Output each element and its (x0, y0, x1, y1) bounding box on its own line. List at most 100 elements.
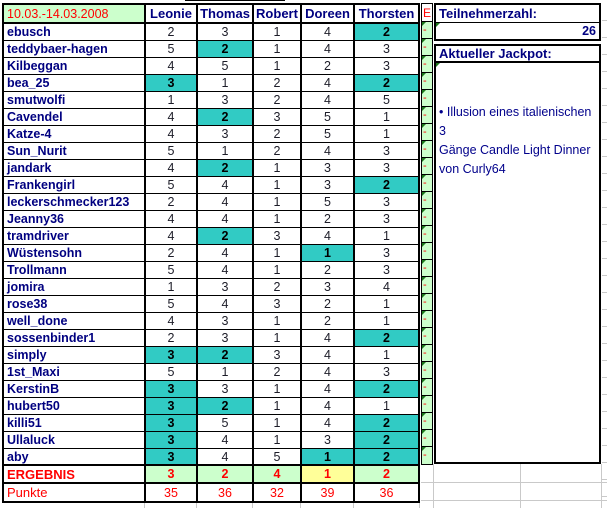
player-name[interactable]: jandark (7, 161, 52, 175)
score-cell[interactable]: 4 (300, 398, 353, 414)
score-cell[interactable]: 4 (144, 58, 196, 74)
score-cell[interactable]: 2 (353, 330, 418, 346)
score-cell[interactable]: 4 (300, 143, 353, 159)
score-cell[interactable]: 1 (252, 41, 300, 57)
score-cell[interactable]: 3 (300, 177, 353, 193)
score-cell[interactable]: 3 (353, 245, 418, 261)
marker-cell[interactable]: - (422, 226, 432, 243)
score-cell[interactable]: 1 (300, 449, 353, 464)
score-cell[interactable]: 3 (196, 126, 252, 142)
points-cell[interactable]: 32 (252, 484, 300, 501)
score-cell[interactable]: 3 (144, 381, 196, 397)
score-cell[interactable]: 2 (196, 41, 252, 57)
score-cell[interactable]: 4 (353, 279, 418, 295)
score-cell[interactable]: 1 (353, 347, 418, 363)
score-cell[interactable]: 1 (252, 58, 300, 74)
score-cell[interactable]: 1 (252, 330, 300, 346)
score-cell[interactable]: 3 (144, 398, 196, 414)
player-name[interactable]: killi51 (7, 416, 42, 430)
score-cell[interactable]: 3 (196, 279, 252, 295)
score-cell[interactable]: 5 (300, 126, 353, 142)
participant-count-cell[interactable]: 26 (436, 23, 599, 39)
score-cell[interactable]: 4 (196, 449, 252, 464)
participant-count-label[interactable]: Teilnehmerzahl: (436, 5, 599, 23)
marker-cell[interactable]: - (422, 396, 432, 413)
score-cell[interactable]: 4 (196, 211, 252, 227)
score-cell[interactable]: 1 (353, 313, 418, 329)
score-cell[interactable]: 1 (252, 415, 300, 431)
score-cell[interactable]: 2 (144, 194, 196, 210)
score-cell[interactable]: 3 (300, 160, 353, 176)
player-name[interactable]: Sun_Nurit (7, 144, 67, 158)
score-cell[interactable]: 4 (300, 228, 353, 244)
score-cell[interactable]: 4 (196, 262, 252, 278)
score-cell[interactable]: 3 (300, 279, 353, 295)
player-name[interactable]: Frankengirl (7, 178, 76, 192)
marker-cell[interactable]: - (422, 158, 432, 175)
score-cell[interactable]: 2 (252, 143, 300, 159)
score-cell[interactable]: 4 (300, 92, 353, 108)
player-name[interactable]: bea_25 (7, 76, 50, 90)
column-header-thomas[interactable]: Thomas (196, 5, 252, 22)
player-name[interactable]: Cavendel (7, 110, 63, 124)
score-cell[interactable]: 1 (252, 381, 300, 397)
score-cell[interactable]: 5 (144, 177, 196, 193)
score-cell[interactable]: 5 (353, 92, 418, 108)
score-cell[interactable]: 4 (300, 381, 353, 397)
score-cell[interactable]: 1 (353, 228, 418, 244)
result-label[interactable]: ERGEBNIS (7, 466, 75, 482)
player-name[interactable]: 1st_Maxi (7, 365, 60, 379)
marker-cell[interactable]: - (422, 90, 432, 107)
score-cell[interactable]: 1 (252, 262, 300, 278)
score-cell[interactable]: 4 (144, 109, 196, 125)
player-name[interactable]: leckerschmecker123 (7, 195, 130, 209)
score-cell[interactable]: 4 (300, 347, 353, 363)
score-cell[interactable]: 1 (353, 109, 418, 125)
score-cell[interactable]: 1 (144, 279, 196, 295)
marker-cell[interactable]: - (422, 22, 432, 39)
player-name[interactable]: ebusch (7, 25, 51, 39)
player-name[interactable]: KerstinB (7, 382, 60, 396)
result-cell[interactable]: 4 (252, 466, 300, 482)
marker-cell[interactable]: - (422, 107, 432, 124)
score-cell[interactable]: 4 (196, 245, 252, 261)
marker-cell[interactable]: - (422, 124, 432, 141)
score-cell[interactable]: 2 (353, 415, 418, 431)
score-cell[interactable]: 3 (353, 41, 418, 57)
player-name[interactable]: jomira (7, 280, 45, 294)
score-cell[interactable]: 3 (196, 381, 252, 397)
score-cell[interactable]: 5 (196, 58, 252, 74)
score-cell[interactable]: 2 (300, 58, 353, 74)
date-range-header[interactable]: 10.03.-14.03.2008 (4, 5, 144, 22)
score-cell[interactable]: 2 (196, 160, 252, 176)
score-cell[interactable]: 1 (196, 364, 252, 380)
score-cell[interactable]: 3 (353, 143, 418, 159)
score-cell[interactable]: 1 (252, 313, 300, 329)
score-cell[interactable]: 4 (144, 228, 196, 244)
score-cell[interactable]: 1 (252, 432, 300, 448)
score-cell[interactable]: 1 (353, 398, 418, 414)
player-name[interactable]: Wüstensohn (7, 246, 82, 260)
score-cell[interactable]: 5 (144, 143, 196, 159)
score-cell[interactable]: 4 (196, 177, 252, 193)
score-cell[interactable]: 3 (353, 58, 418, 74)
score-cell[interactable]: 2 (300, 262, 353, 278)
player-name[interactable]: Jeanny36 (7, 212, 64, 226)
column-header-leonie[interactable]: Leonie (144, 5, 196, 22)
score-cell[interactable]: 5 (300, 194, 353, 210)
score-cell[interactable]: 3 (144, 415, 196, 431)
player-name[interactable]: Ullaluck (7, 433, 55, 447)
score-cell[interactable]: 5 (144, 364, 196, 380)
player-name[interactable]: sossenbinder1 (7, 331, 96, 345)
player-name[interactable]: rose38 (7, 297, 48, 311)
marker-cell[interactable]: - (422, 345, 432, 362)
score-cell[interactable]: 4 (300, 75, 353, 91)
score-cell[interactable]: 5 (144, 262, 196, 278)
marker-cell[interactable]: - (422, 56, 432, 73)
column-header-doreen[interactable]: Doreen (300, 5, 353, 22)
score-cell[interactable]: 2 (353, 432, 418, 448)
score-cell[interactable]: 5 (300, 109, 353, 125)
player-name[interactable]: Trollmann (7, 263, 67, 277)
marker-cell[interactable]: - (422, 209, 432, 226)
score-cell[interactable]: 3 (144, 75, 196, 91)
